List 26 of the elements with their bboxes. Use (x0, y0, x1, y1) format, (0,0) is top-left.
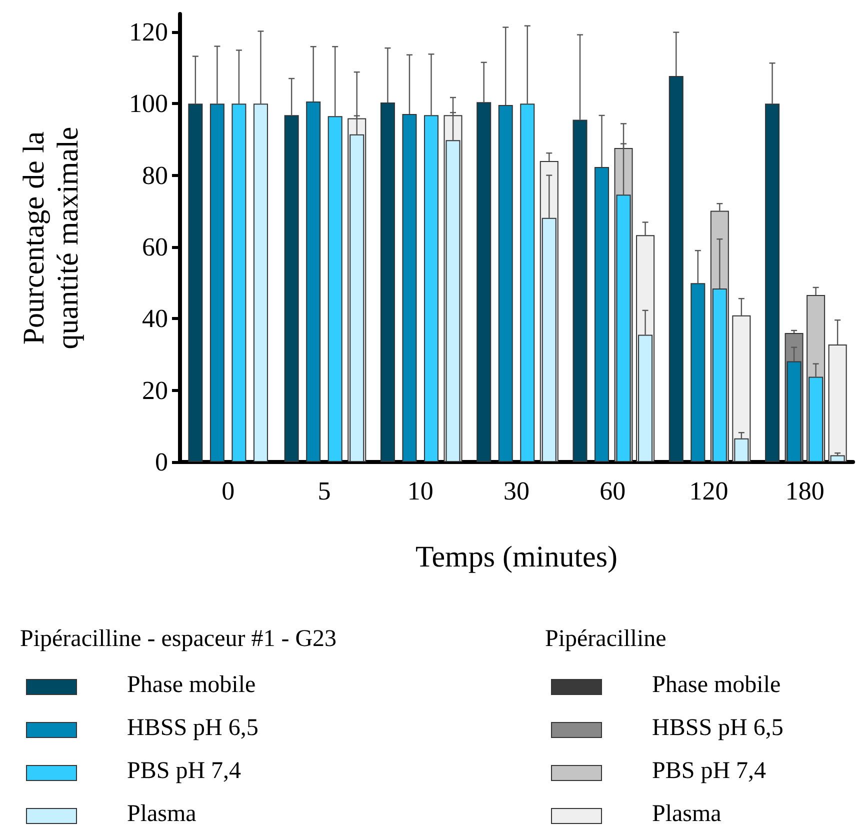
legend-label: Plasma (652, 801, 722, 827)
legend-label: PBS pH 7,4 (652, 758, 766, 784)
y-tick-label: 120 (129, 17, 168, 46)
x-tick-label: 10 (407, 476, 434, 506)
legend-label: HBSS pH 6,5 (127, 715, 258, 741)
x-tick-label: 60 (600, 476, 626, 506)
x-tick-label: 30 (504, 476, 530, 506)
y-tick-label: 60 (142, 232, 168, 262)
legend-label: Plasma (127, 801, 197, 827)
text: Pipéracilline - espaceur #1 - G23 (20, 626, 337, 652)
x-axis-title: Temps (minutes) (415, 540, 618, 574)
y-tick-label: 0 (155, 448, 168, 476)
y-tick-label: 100 (129, 89, 168, 118)
legend-label: Phase mobile (652, 672, 781, 698)
text: Pipéracilline (545, 626, 666, 652)
y-axis-title: Pourcentage de la quantité maximale (18, 126, 84, 350)
x-tick-label: 120 (689, 476, 728, 506)
y-tick-label: 20 (142, 376, 168, 405)
x-tick-label: 5 (318, 476, 331, 506)
y-tick-label: 40 (142, 304, 168, 334)
y-tick-label: 80 (142, 160, 168, 190)
legend-label: Phase mobile (127, 672, 256, 698)
x-tick-label: 180 (785, 476, 824, 506)
legend-label: HBSS pH 6,5 (652, 715, 784, 741)
x-tick-label: 0 (222, 476, 235, 506)
legend-label: PBS pH 7,4 (127, 758, 242, 784)
